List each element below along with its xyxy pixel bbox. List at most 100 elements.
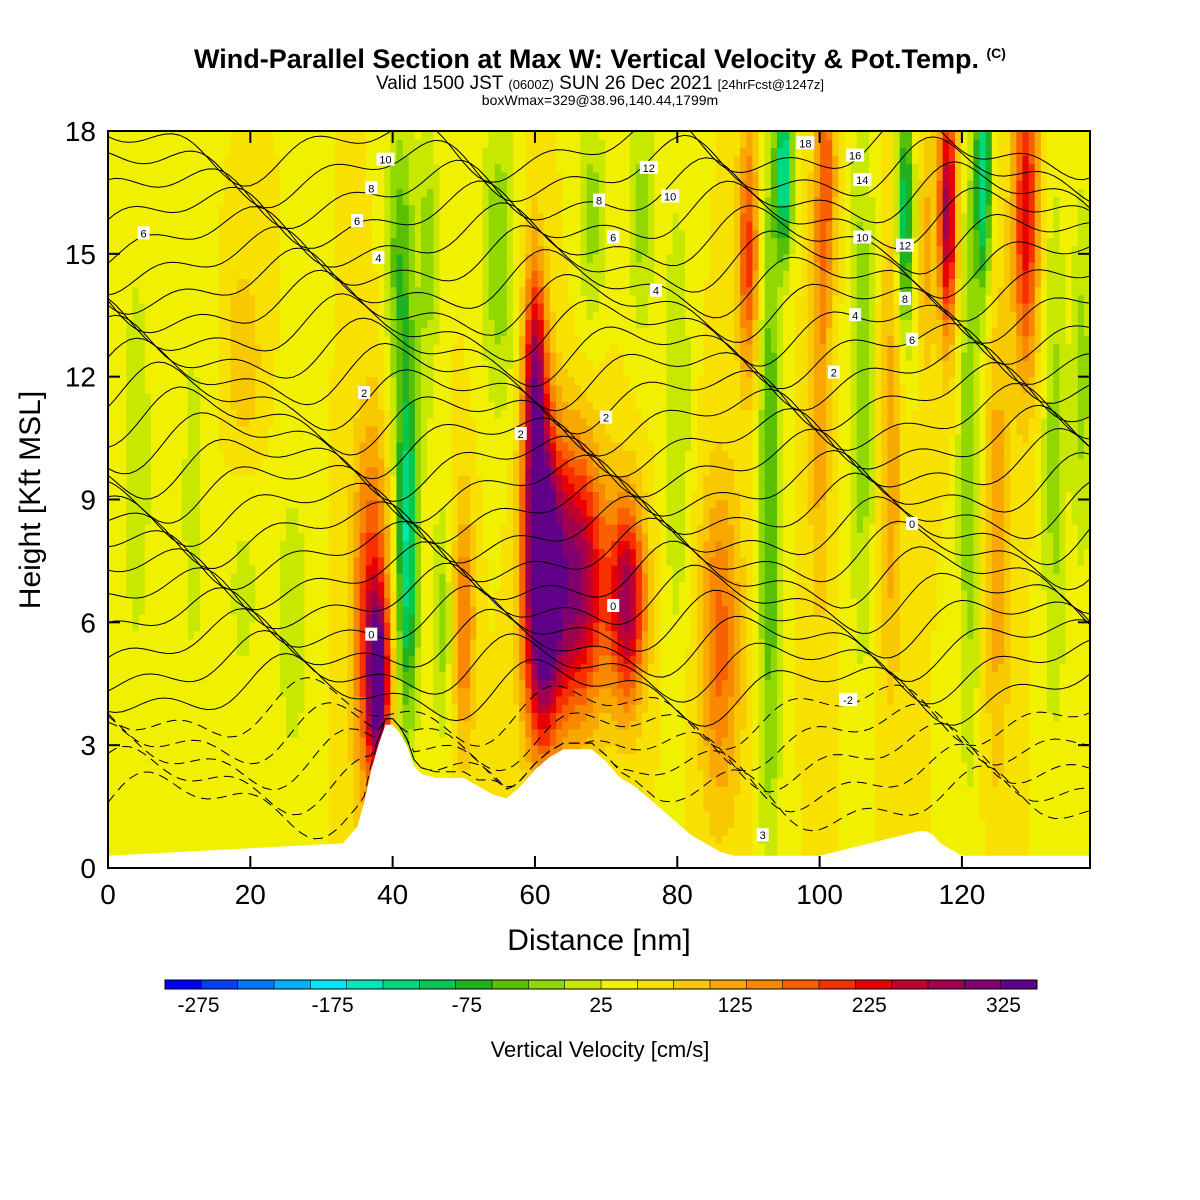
velocity-cell: [850, 777, 858, 787]
velocity-cell: [304, 663, 312, 673]
velocity-cell: [1077, 630, 1085, 640]
velocity-cell: [967, 827, 974, 836]
velocity-cell: [648, 769, 655, 779]
velocity-cell: [169, 671, 177, 681]
velocity-cell: [770, 786, 778, 795]
velocity-cell: [697, 614, 704, 623]
velocity-cell: [795, 802, 803, 812]
velocity-cell: [353, 736, 361, 746]
velocity-cell: [1047, 638, 1054, 648]
velocity-cell: [108, 728, 115, 738]
velocity-cell: [721, 671, 729, 681]
velocity-cell: [881, 769, 889, 779]
velocity-cell: [236, 614, 244, 623]
velocity-cell: [930, 638, 938, 648]
velocity-cell: [684, 786, 692, 795]
velocity-cell: [709, 614, 717, 623]
velocity-cell: [261, 704, 269, 714]
velocity-cell: [335, 810, 342, 820]
valid-time-z: (0600Z): [508, 77, 554, 92]
velocity-cell: [279, 704, 287, 714]
velocity-cell: [525, 704, 533, 714]
velocity-cell: [1028, 622, 1036, 632]
velocity-cell: [973, 638, 981, 648]
velocity-cell: [267, 712, 275, 722]
velocity-cell: [776, 630, 784, 640]
velocity-cell: [599, 646, 606, 656]
velocity-cell: [912, 630, 919, 640]
velocity-cell: [414, 614, 422, 623]
velocity-cell: [635, 622, 643, 632]
velocity-cell: [961, 786, 968, 795]
velocity-cell: [157, 646, 164, 656]
velocity-cell: [1059, 638, 1067, 648]
velocity-cell: [341, 655, 348, 664]
velocity-cell: [408, 630, 416, 640]
velocity-cell: [421, 630, 428, 640]
velocity-cell: [347, 638, 355, 648]
velocity-cell: [298, 810, 305, 820]
velocity-cell: [942, 818, 950, 828]
velocity-cell: [985, 638, 993, 648]
velocity-cell: [543, 696, 551, 705]
velocity-cell: [789, 687, 796, 697]
velocity-cell: [347, 736, 355, 746]
velocity-cell: [924, 622, 932, 632]
velocity-cell: [954, 679, 962, 689]
velocity-cell: [997, 663, 1005, 673]
velocity-cell: [826, 802, 833, 812]
velocity-cell: [279, 605, 287, 615]
velocity-cell: [905, 728, 913, 738]
velocity-cell: [531, 753, 539, 763]
velocity-cell: [979, 794, 987, 804]
velocity-cell: [783, 786, 790, 795]
velocity-cell: [985, 646, 993, 656]
velocity-cell: [451, 745, 459, 754]
velocity-cell: [838, 818, 846, 828]
velocity-cell: [224, 843, 232, 853]
velocity-cell: [1059, 630, 1067, 640]
velocity-cell: [973, 679, 981, 689]
velocity-cell: [997, 736, 1005, 746]
velocity-cell: [783, 655, 790, 664]
velocity-cell: [1016, 835, 1024, 845]
velocity-cell: [611, 728, 619, 738]
velocity-cell: [322, 810, 330, 820]
velocity-cell: [776, 769, 784, 779]
velocity-cell: [157, 728, 164, 738]
velocity-cell: [108, 736, 115, 746]
velocity-cell: [746, 777, 754, 787]
velocity-cell: [488, 646, 496, 656]
velocity-cell: [543, 753, 551, 763]
velocity-cell: [255, 671, 263, 681]
velocity-cell: [948, 827, 956, 836]
velocity-cell: [187, 794, 195, 804]
velocity-cell: [347, 622, 355, 632]
velocity-cell: [175, 720, 183, 730]
velocity-cell: [365, 614, 373, 623]
velocity-cell: [285, 646, 293, 656]
velocity-cell: [764, 794, 772, 804]
velocity-cell: [193, 638, 201, 648]
velocity-cell: [457, 704, 465, 714]
velocity-cell: [267, 679, 275, 689]
velocity-cell: [979, 663, 987, 673]
velocity-cell: [1053, 802, 1060, 812]
velocity-cell: [150, 605, 158, 615]
velocity-cell: [482, 614, 490, 623]
velocity-cell: [991, 827, 999, 836]
velocity-cell: [359, 638, 367, 648]
velocity-cell: [991, 745, 999, 754]
velocity-cell: [181, 802, 189, 812]
velocity-cell: [764, 786, 772, 795]
velocity-cell: [856, 728, 864, 738]
velocity-cell: [163, 802, 170, 812]
velocity-cell: [255, 655, 263, 664]
velocity-cell: [255, 646, 263, 656]
velocity-cell: [421, 671, 428, 681]
velocity-cell: [310, 745, 318, 754]
velocity-cell: [862, 802, 870, 812]
velocity-cell: [1034, 802, 1042, 812]
velocity-cell: [243, 728, 250, 738]
velocity-cell: [813, 720, 821, 730]
